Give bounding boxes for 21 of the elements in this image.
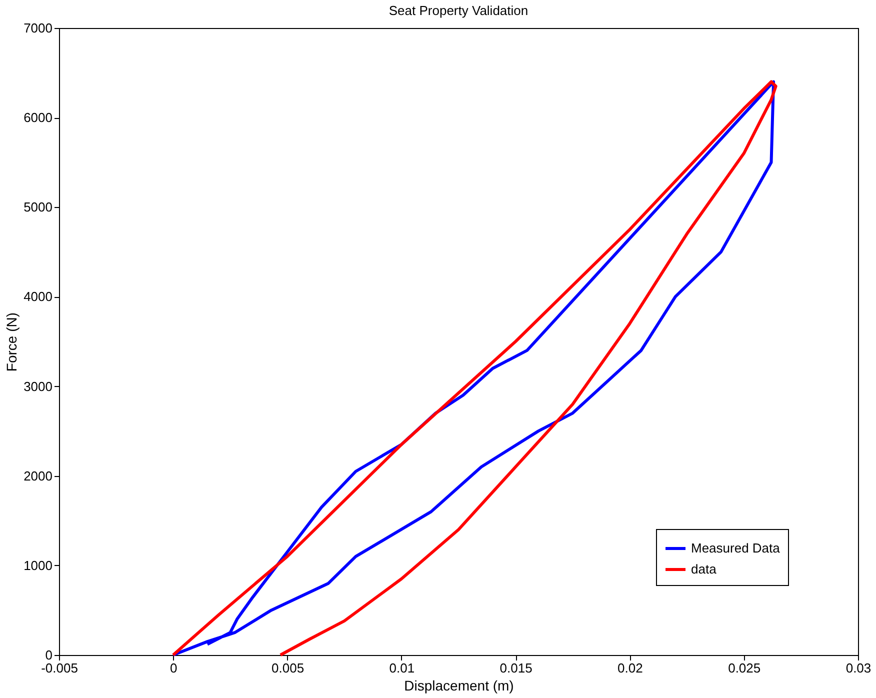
- y-tick-label: 1000: [24, 558, 52, 573]
- x-tick-label: 0.005: [272, 660, 304, 676]
- x-tick-label: -0.005: [41, 660, 78, 676]
- y-tick-label: 7000: [24, 20, 52, 36]
- chart-title: Seat Property Validation: [388, 3, 528, 18]
- x-tick-label: 0.025: [728, 660, 761, 676]
- x-tick-label: 0.01: [389, 660, 415, 676]
- legend-label: Measured Data: [691, 540, 781, 556]
- y-tick-label: 6000: [24, 110, 52, 126]
- y-tick-label: 3000: [24, 378, 52, 394]
- y-tick-label: 2000: [24, 468, 52, 484]
- y-tick-label: 4000: [24, 289, 52, 304]
- y-tick-label: 0: [45, 648, 52, 662]
- legend-label: data: [691, 562, 718, 576]
- x-tick-label: 0.03: [846, 660, 872, 676]
- y-axis-title: Force (N): [4, 312, 20, 372]
- x-tick-label: 0: [170, 660, 178, 676]
- x-tick-label: 0.02: [618, 660, 643, 676]
- x-axis-title: Displacement (m): [404, 678, 514, 694]
- x-tick-label: 0.015: [500, 660, 532, 676]
- y-tick-label: 5000: [24, 200, 52, 215]
